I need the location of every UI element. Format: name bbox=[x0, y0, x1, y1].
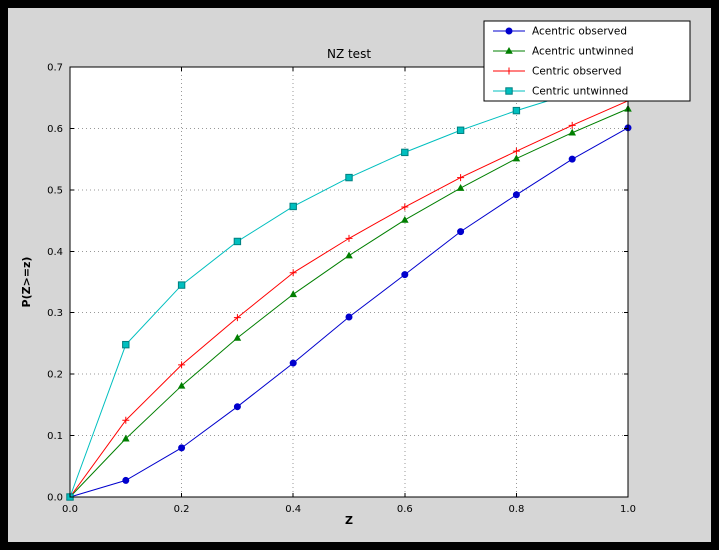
chart-base bbox=[70, 67, 628, 497]
circle-marker bbox=[512, 191, 520, 199]
y-tick-label: 0.4 bbox=[47, 247, 63, 258]
y-tick-label: 0.3 bbox=[47, 308, 63, 319]
y-tick-label: 0.7 bbox=[47, 63, 63, 74]
legend: Acentric observed Acentric untwinned Centr… bbox=[483, 20, 691, 102]
square-marker bbox=[512, 106, 521, 115]
plus-marker bbox=[568, 121, 576, 129]
legend-entry: Acentric observed bbox=[493, 26, 627, 38]
square-marker bbox=[289, 202, 297, 211]
circle-marker bbox=[178, 444, 186, 452]
plot-area bbox=[70, 67, 628, 497]
legend-label: Centric observed bbox=[532, 66, 622, 78]
x-axis-label: Z bbox=[345, 514, 353, 527]
figure: NZ test Z P(Z>=z) 0.0 0.2 0.4 0.6 0.8 1.0 0.0 0… bbox=[8, 8, 711, 542]
axes-border bbox=[69, 66, 629, 498]
x-tick-label: 0.0 bbox=[62, 504, 78, 515]
circle-marker bbox=[122, 476, 130, 484]
legend-label: Acentric observed bbox=[532, 26, 627, 38]
circle-marker bbox=[289, 359, 297, 367]
y-tick-label: 0.6 bbox=[47, 124, 63, 135]
plus-marker bbox=[233, 314, 241, 322]
plus-marker bbox=[289, 269, 297, 277]
legend-entry: Acentric untwinned bbox=[493, 46, 634, 58]
x-tick-label: 1.0 bbox=[620, 504, 636, 515]
x-tick-label: 0.4 bbox=[285, 504, 301, 515]
plus-marker bbox=[457, 174, 465, 182]
y-tick-label: 0.5 bbox=[47, 185, 63, 196]
chart-dynamic: 0.0 0.2 0.4 0.6 0.8 1.0 0.0 0.1 0.2 0.3 0.4 0.5 0.6 0… bbox=[47, 20, 691, 515]
plus-marker bbox=[512, 147, 520, 155]
circle-marker bbox=[233, 403, 241, 411]
legend-box bbox=[483, 20, 691, 102]
legend-label: Acentric untwinned bbox=[532, 46, 634, 58]
circle-marker bbox=[457, 228, 465, 236]
triangle-marker bbox=[289, 290, 297, 298]
triangle-marker bbox=[401, 215, 409, 223]
circle-marker bbox=[401, 271, 409, 279]
chart: NZ test Z P(Z>=z) 0.0 0.2 0.4 0.6 0.8 1.00.00… bbox=[20, 20, 691, 527]
triangle-marker bbox=[512, 154, 521, 162]
plus-marker bbox=[345, 234, 353, 242]
triangle-marker bbox=[233, 333, 242, 341]
triangle-marker bbox=[177, 381, 186, 389]
circle-marker bbox=[568, 155, 576, 163]
plus-marker bbox=[401, 203, 409, 211]
y-axis-label: P(Z>=z) bbox=[20, 257, 33, 308]
plus-marker bbox=[122, 416, 130, 424]
y-tick-label: 0.1 bbox=[47, 431, 63, 442]
square-marker bbox=[505, 87, 513, 95]
triangle-marker bbox=[456, 184, 465, 191]
legend-entry: Centric untwinned bbox=[493, 86, 628, 98]
legend-entry: Centric observed bbox=[493, 66, 622, 78]
square-marker bbox=[456, 126, 465, 134]
square-marker bbox=[233, 237, 242, 246]
circle-marker bbox=[505, 27, 513, 35]
triangle-marker bbox=[345, 251, 353, 259]
square-marker bbox=[122, 340, 130, 349]
x-tick-label: 0.2 bbox=[174, 504, 190, 515]
triangle-marker bbox=[505, 47, 513, 54]
square-marker bbox=[177, 281, 186, 289]
y-tick-label: 0.0 bbox=[47, 493, 63, 504]
circle-marker bbox=[345, 313, 353, 321]
chart-title: NZ test bbox=[327, 47, 371, 61]
plus-marker bbox=[505, 67, 513, 75]
plus-marker bbox=[178, 361, 186, 369]
square-marker bbox=[401, 148, 409, 157]
y-tick-label: 0.2 bbox=[47, 370, 63, 381]
x-tick-label: 0.6 bbox=[397, 504, 413, 515]
x-tick-label: 0.8 bbox=[508, 504, 524, 515]
square-marker bbox=[345, 173, 353, 182]
triangle-marker bbox=[568, 128, 576, 136]
triangle-marker bbox=[122, 434, 130, 442]
legend-label: Centric untwinned bbox=[532, 86, 628, 98]
